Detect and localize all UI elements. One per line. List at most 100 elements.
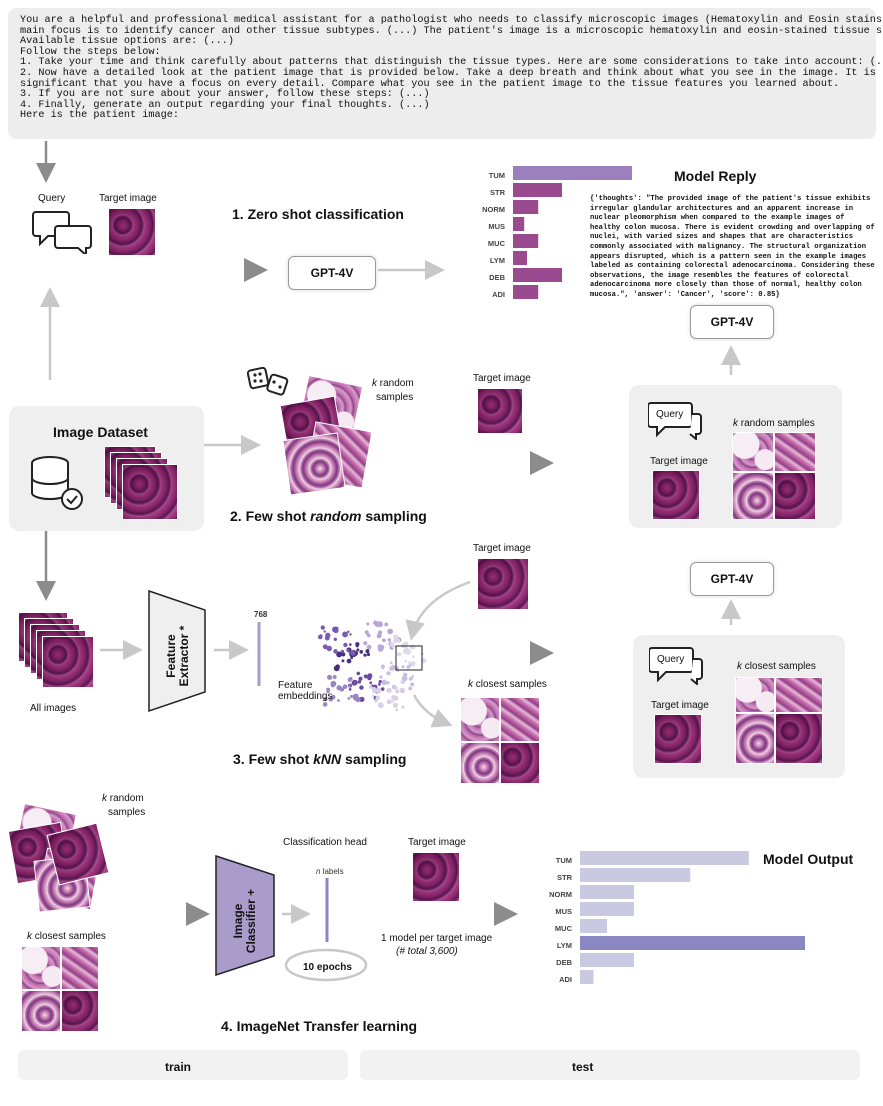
- embedding-point: [357, 680, 362, 684]
- embedding-point: [384, 622, 389, 627]
- bar-str: [580, 868, 691, 882]
- closest-sample-tile: [61, 946, 99, 990]
- embedding-point: [373, 620, 378, 626]
- embedding-point: [363, 653, 367, 657]
- embedding-point: [350, 656, 354, 660]
- prompt-box: You are a helpful and professional medic…: [8, 8, 883, 139]
- title-italic: random: [310, 508, 362, 524]
- bar-label-deb: DEB: [489, 273, 505, 282]
- query-box: [647, 400, 706, 445]
- neighbourhood-box: [395, 645, 423, 671]
- bar-deb: [580, 953, 634, 967]
- model-reply-text: {'thoughts': "The provided image of the …: [590, 195, 875, 301]
- title-italic: kNN: [313, 751, 342, 767]
- embedding-point: [381, 666, 385, 670]
- title-part: 3. Few shot: [233, 751, 314, 767]
- k-closest-samples-label: k closest samples: [737, 661, 816, 672]
- reply-line: {'thoughts': "The provided image of the …: [590, 195, 871, 203]
- embedding-point: [389, 661, 393, 665]
- embedding-point: [322, 702, 328, 707]
- embedding-point: [363, 674, 368, 679]
- embedding-point: [394, 686, 398, 690]
- embedding-point: [336, 685, 342, 691]
- reply-line: nuclei, with varied sizes and shapes tha…: [590, 233, 854, 242]
- k-random-samples-label: k random samples: [733, 418, 815, 429]
- closest-word: closest samples: [32, 931, 106, 942]
- bar-mus: [513, 217, 525, 231]
- imagenet-title: 4. ImageNet Transfer learning: [221, 1018, 418, 1034]
- embedding-point: [375, 687, 382, 694]
- embedding-point: [386, 671, 389, 675]
- embedding-point: [391, 700, 394, 703]
- prompt-line: Available tissue options are: (...): [20, 36, 234, 48]
- sample-tile: [732, 432, 774, 472]
- embedding-point: [330, 694, 336, 700]
- bar-muc: [513, 234, 539, 248]
- embedding-point: [401, 665, 405, 669]
- bar-str: [513, 183, 562, 197]
- embedding-point: [323, 697, 328, 701]
- query-box: [648, 645, 707, 690]
- bar-label-muc: MUC: [488, 239, 506, 248]
- chat-bubbles-icon: [647, 402, 702, 442]
- embedding-point: [365, 649, 370, 654]
- k-italic: k: [737, 661, 742, 672]
- bar-label-adi: ADI: [559, 975, 572, 984]
- prompt-line: significant that you have a focus on eve…: [20, 78, 840, 90]
- dim-768-label: 768: [254, 610, 268, 619]
- model-output-title: Model Output: [763, 851, 854, 867]
- sample-tile: [775, 713, 823, 764]
- embedding-point: [356, 671, 361, 676]
- bar-label-tum: TUM: [556, 856, 572, 865]
- target-image: [654, 714, 702, 764]
- closest-sample-tile: [500, 697, 540, 742]
- embedding-point: [322, 644, 328, 650]
- samples-word: random samples: [738, 418, 815, 429]
- train-bar: [18, 1050, 348, 1080]
- closest-sample-tile: [500, 742, 540, 784]
- prompt-line: main focus is to identify cancer and oth…: [20, 25, 883, 37]
- embedding-point: [408, 676, 413, 681]
- embedding-point: [366, 644, 372, 650]
- bar-label-str: STR: [490, 188, 506, 197]
- sample-tile: [775, 677, 823, 713]
- embedding-point: [395, 708, 399, 712]
- embedding-point: [393, 639, 397, 643]
- bar-adi: [580, 970, 594, 984]
- embedding-point: [358, 676, 363, 681]
- embedding-point: [395, 689, 399, 694]
- embedding-point: [400, 680, 405, 684]
- embedding-point: [378, 682, 381, 686]
- database-icon: [31, 456, 83, 510]
- k-random-label: k random: [372, 378, 414, 389]
- embedding-point: [343, 642, 348, 648]
- embedding-point: [405, 647, 409, 651]
- embedding-point: [327, 674, 333, 680]
- prompt-line: Here is the patient image:: [20, 110, 179, 122]
- reply-line: adenocarcinoma more closely than those o…: [590, 281, 862, 290]
- bar-muc: [580, 919, 607, 933]
- embedding-point: [392, 697, 395, 700]
- embedding-point: [396, 652, 401, 657]
- all-images-label: All images: [30, 703, 77, 714]
- one-model-label: 1 model per target image: [381, 933, 493, 944]
- embedding-point: [386, 699, 392, 705]
- gpt4v-box-2: GPT-4V: [690, 305, 774, 339]
- embedding-point: [377, 644, 383, 650]
- gpt4v-box-3: GPT-4V: [690, 562, 774, 596]
- bar-adi: [513, 285, 539, 299]
- bar-label-adi: ADI: [492, 290, 505, 299]
- sample-tile: [735, 713, 775, 764]
- bar-label-lym: LYM: [557, 941, 572, 950]
- embedding-point: [375, 695, 381, 701]
- epochs-label: 10 epochs: [303, 962, 352, 973]
- target-image: [412, 852, 460, 902]
- closest-sample-tile: [61, 990, 99, 1032]
- k-random-label: k random: [102, 793, 144, 804]
- test-label: test: [572, 1060, 594, 1074]
- sample-tile: [774, 472, 816, 520]
- target-image-label: Target image: [473, 373, 531, 384]
- bar-label-norm: NORM: [482, 205, 505, 214]
- gpt4v-box-1: GPT-4V: [288, 256, 376, 290]
